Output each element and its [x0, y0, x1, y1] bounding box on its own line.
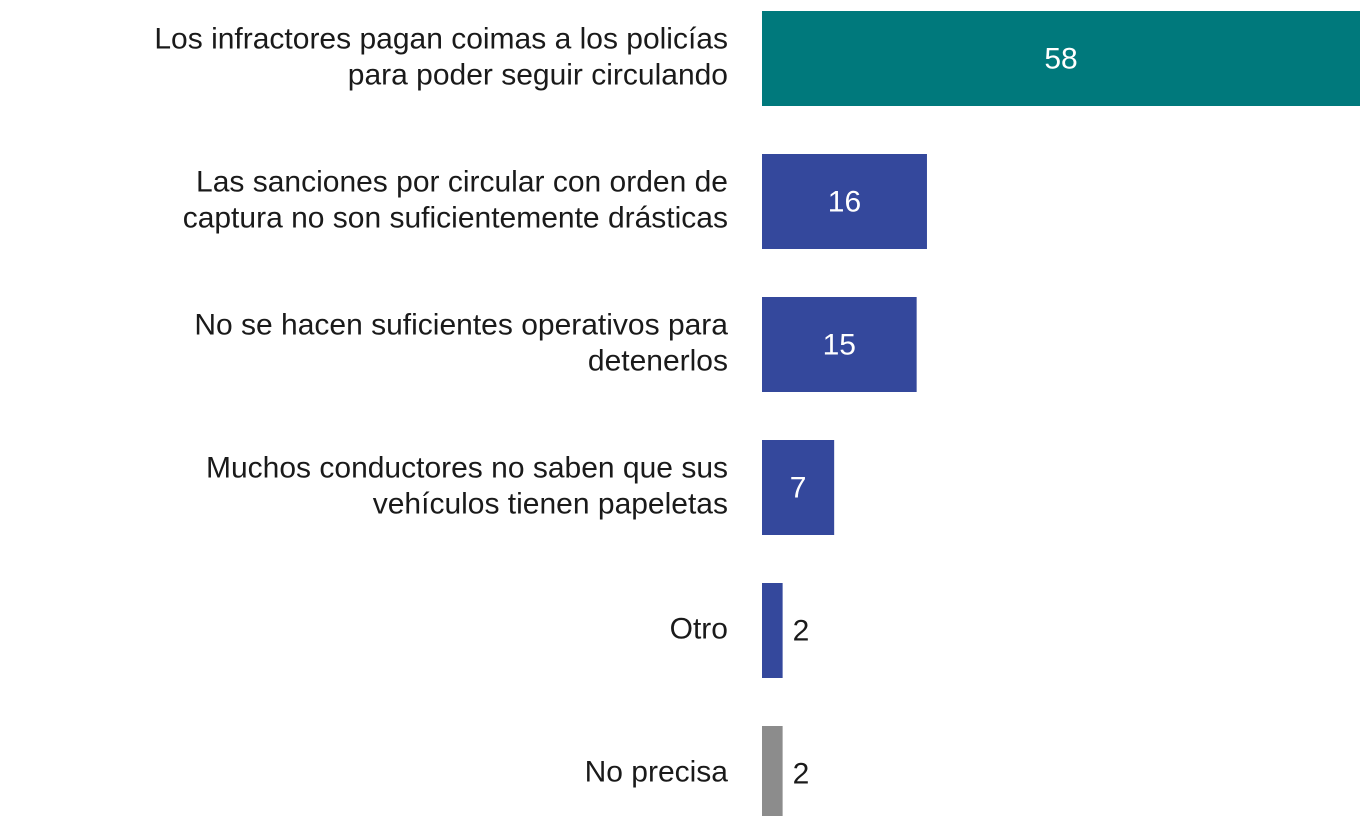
- category-line: Los infractores pagan coimas a los polic…: [154, 22, 728, 55]
- value-label: 2: [793, 757, 810, 790]
- category-label: No se hacen suficientes operativos para d…: [194, 308, 728, 377]
- value-label: 16: [828, 185, 861, 218]
- category-line: No se hacen suficientes operativos para: [194, 308, 728, 341]
- category-line: Muchos conductores no saben que sus: [206, 451, 728, 484]
- value-label: 7: [790, 471, 807, 504]
- category-label: Los infractores pagan coimas a los polic…: [154, 22, 728, 91]
- category-line: Otro: [670, 612, 728, 645]
- bar: [762, 154, 927, 249]
- category-label: No precisa: [585, 755, 729, 788]
- category-label: Muchos conductores no saben que sus vehíc…: [206, 451, 728, 520]
- category-label: Otro: [670, 612, 728, 645]
- category-line: detenerlos: [588, 344, 728, 377]
- bar: [762, 440, 835, 535]
- category-line: captura no son suficientemente drásticas: [183, 201, 728, 234]
- value-label: 15: [823, 328, 856, 361]
- value-label: 2: [793, 614, 810, 647]
- bar: [762, 297, 917, 392]
- bar: [762, 726, 783, 816]
- bar: [762, 11, 1360, 106]
- category-label: Las sanciones por circular con orden de c…: [183, 165, 728, 234]
- category-line: vehículos tienen papeletas: [373, 487, 728, 520]
- category-line: para poder seguir circulando: [348, 58, 728, 91]
- bar: [762, 583, 783, 678]
- value-label: 58: [1044, 42, 1077, 75]
- category-line: No precisa: [585, 755, 729, 788]
- category-line: Las sanciones por circular con orden de: [196, 165, 728, 198]
